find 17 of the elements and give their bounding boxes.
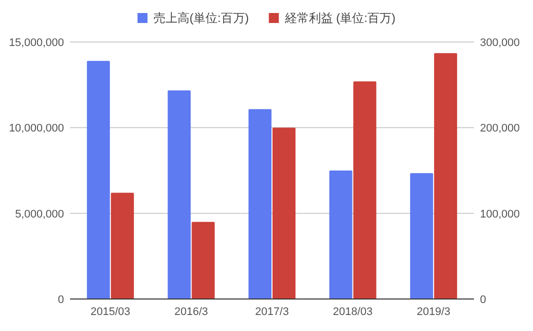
- y-tick-label: 15,000,000: [8, 37, 64, 49]
- x-tick-label: 2019/3: [416, 306, 450, 318]
- x-tick-label: 2015/03: [90, 306, 130, 318]
- bar: [168, 90, 191, 299]
- y-tick-label: 5,000,000: [15, 208, 64, 220]
- x-tick-label: 2017/3: [255, 306, 289, 318]
- x-tick-label: 2018/03: [332, 306, 373, 318]
- y-tick-label: 0: [58, 294, 64, 306]
- y2-tick-label: 200,000: [480, 122, 520, 135]
- legend-label: 経常利益 (単位:百万): [284, 11, 396, 25]
- x-tick-label: 2016/3: [174, 306, 208, 318]
- bar: [86, 60, 110, 299]
- y-tick-label: 10,000,000: [8, 122, 64, 135]
- legend-label: 売上高(単位:百万): [154, 11, 249, 25]
- y2-tick-label: 100,000: [480, 208, 520, 220]
- y2-tick-label: 0: [480, 294, 486, 306]
- y2-tick-label: 300,000: [480, 37, 520, 49]
